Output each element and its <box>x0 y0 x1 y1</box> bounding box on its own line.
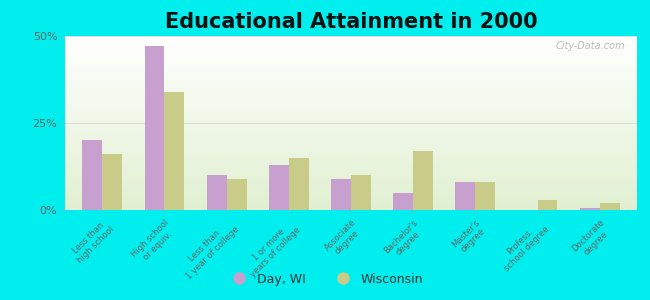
Bar <box>65 203 637 206</box>
Legend: Day, WI, Wisconsin: Day, WI, Wisconsin <box>222 268 428 291</box>
Bar <box>331 179 351 210</box>
Bar <box>65 179 637 182</box>
Bar <box>65 119 637 123</box>
Bar <box>65 60 637 64</box>
Bar <box>65 154 637 158</box>
Bar <box>65 175 637 179</box>
Bar <box>65 186 637 189</box>
Bar <box>65 99 637 102</box>
Bar <box>102 154 122 210</box>
Bar <box>144 46 164 210</box>
Bar <box>65 112 637 116</box>
Bar <box>65 109 637 112</box>
Bar <box>65 74 637 78</box>
Bar <box>65 53 637 57</box>
Bar <box>65 144 637 147</box>
Bar <box>65 182 637 186</box>
Bar <box>65 81 637 85</box>
Bar <box>65 127 637 130</box>
Bar <box>65 71 637 74</box>
Bar <box>475 182 495 210</box>
Text: City-Data.com: City-Data.com <box>556 41 625 51</box>
Bar <box>65 78 637 81</box>
Bar <box>65 151 637 154</box>
Bar <box>65 88 637 92</box>
Bar <box>65 200 637 203</box>
Bar <box>65 130 637 134</box>
Bar <box>65 64 637 67</box>
Bar <box>600 203 619 210</box>
Bar <box>65 140 637 144</box>
Bar <box>393 193 413 210</box>
Bar <box>65 134 637 137</box>
Bar <box>65 67 637 71</box>
Bar <box>83 140 102 210</box>
Title: Educational Attainment in 2000: Educational Attainment in 2000 <box>164 12 538 32</box>
Bar <box>65 85 637 88</box>
Bar <box>227 179 246 210</box>
Bar <box>65 196 637 200</box>
Bar <box>65 147 637 151</box>
Bar <box>351 175 371 210</box>
Bar <box>65 193 637 196</box>
Bar <box>65 172 637 175</box>
Bar <box>207 175 227 210</box>
Bar <box>65 43 637 46</box>
Bar <box>65 158 637 161</box>
Bar <box>65 206 637 210</box>
Bar <box>65 102 637 106</box>
Bar <box>538 200 558 210</box>
Bar <box>65 168 637 172</box>
Bar <box>65 57 637 60</box>
Bar <box>65 123 637 127</box>
Bar <box>65 116 637 119</box>
Bar <box>65 165 637 168</box>
Bar <box>289 158 309 210</box>
Bar <box>65 161 637 165</box>
Bar <box>65 106 637 109</box>
Bar <box>65 189 637 193</box>
Bar <box>580 208 600 210</box>
Bar <box>65 137 637 140</box>
Bar <box>65 36 637 40</box>
Bar <box>164 92 185 210</box>
Bar <box>65 92 637 95</box>
Bar <box>65 46 637 50</box>
Bar <box>456 182 475 210</box>
Bar <box>65 40 637 43</box>
Bar <box>269 165 289 210</box>
Bar <box>65 50 637 53</box>
Bar <box>413 151 433 210</box>
Bar <box>65 95 637 99</box>
